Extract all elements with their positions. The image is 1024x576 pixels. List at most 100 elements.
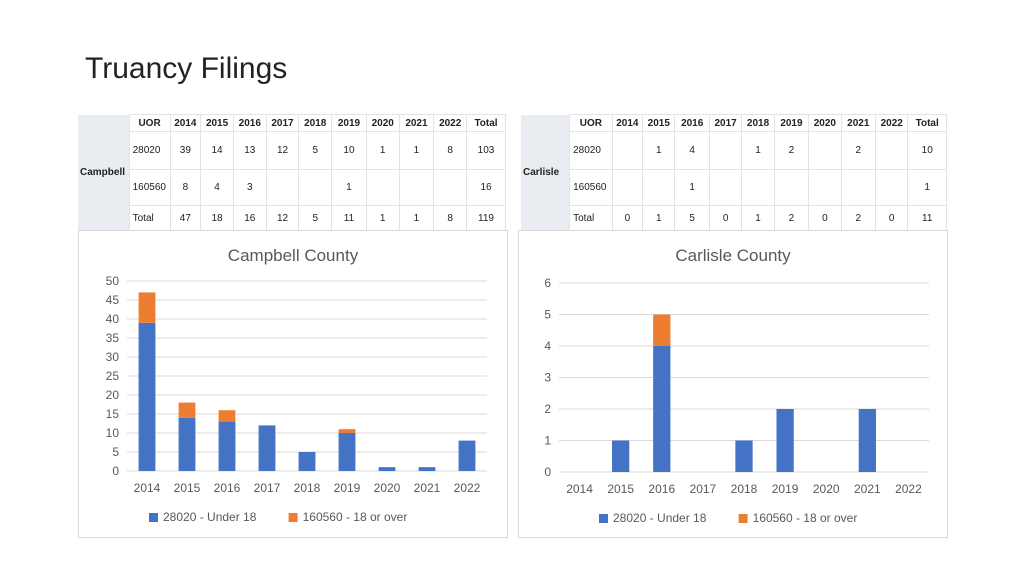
table-cell: 4 [674, 131, 710, 170]
y-tick-label: 45 [106, 293, 120, 307]
table-cell: 10 [907, 131, 947, 170]
x-tick-label: 2021 [854, 482, 881, 496]
y-tick-label: 30 [106, 350, 120, 364]
x-tick-label: 2017 [254, 481, 281, 495]
table-cell: 16 [232, 205, 267, 231]
y-tick-label: 40 [106, 312, 120, 326]
table-cell: 5 [298, 131, 333, 170]
x-tick-label: 2018 [294, 481, 321, 495]
table-cell: 1 [398, 205, 435, 231]
legend-swatch [149, 513, 158, 522]
header-cell: 2021 [398, 114, 435, 132]
table-cell [808, 131, 842, 170]
table-header-row: Campbell UOR 2014 2015 2016 2017 2018 20… [78, 114, 506, 231]
x-tick-label: 2014 [134, 481, 161, 495]
table-cell: Total [569, 205, 613, 231]
table-cell [611, 169, 644, 206]
campbell-chart-panel: Campbell County 0 5 10 15 20 25 30 35 40 45 50 2014 2… [78, 230, 508, 538]
table-row: 160560 8 4 3 1 16 [78, 169, 506, 206]
x-tick-label: 2020 [374, 481, 401, 495]
table-cell [265, 169, 300, 206]
table-cell: 0 [708, 205, 743, 231]
table-cell: 1 [365, 205, 400, 231]
bar-segment [858, 409, 876, 472]
header-cell: 2019 [331, 114, 367, 132]
campbell-county-chart: Campbell County 0 5 10 15 20 25 30 35 40 45 50 2014 2… [106, 246, 487, 524]
bar-segment [338, 433, 356, 471]
table-cell [840, 169, 877, 206]
x-tick-label: 2014 [566, 482, 593, 496]
table-cell [708, 131, 743, 170]
bar-segment [218, 421, 236, 471]
table-cell [433, 169, 468, 206]
legend-label: 28020 - Under 18 [613, 511, 707, 525]
header-cell: UOR [128, 114, 171, 132]
legend-label: 160560 - 18 or over [303, 510, 408, 524]
header-cell: UOR [569, 114, 613, 132]
table-cell: 1 [907, 169, 947, 206]
header-cell: Total [466, 114, 506, 132]
table-cell: 18 [200, 205, 234, 231]
table-row: 28020 1 4 1 2 2 10 [521, 131, 947, 170]
x-tick-label: 2022 [454, 481, 481, 495]
y-tick-label: 10 [106, 426, 120, 440]
header-cell: 2020 [808, 114, 842, 132]
y-tick-label: 6 [544, 276, 551, 290]
table-row: Total 47 18 16 12 5 11 1 1 8 119 [78, 205, 506, 231]
table-cell [708, 169, 743, 206]
table-cell: 0 [611, 205, 644, 231]
x-tick-label: 2022 [895, 482, 922, 496]
table-cell: Total [128, 205, 171, 231]
table-cell [741, 169, 775, 206]
campbell-data-table: Campbell UOR 2014 2015 2016 2017 2018 20… [78, 114, 506, 231]
legend-label: 160560 - 18 or over [753, 511, 858, 525]
table-row: 28020 39 14 13 12 5 10 1 1 8 103 [78, 131, 506, 170]
chart-title: Campbell County [228, 246, 359, 265]
bar-segment [138, 322, 156, 471]
table-cell: 160560 [128, 169, 171, 206]
x-tick-label: 2021 [414, 481, 441, 495]
table-row: 160560 1 1 [521, 169, 947, 206]
table-cell [874, 131, 909, 170]
legend-label: 28020 - Under 18 [163, 510, 257, 524]
table-cell: 2 [773, 205, 810, 231]
bar-segment [338, 429, 356, 433]
table-cell: 16 [466, 169, 506, 206]
table-cell: 0 [874, 205, 909, 231]
header-cell: 2019 [773, 114, 810, 132]
y-tick-label: 1 [544, 434, 551, 448]
bar-segment [378, 467, 396, 471]
header-cell: 2020 [365, 114, 400, 132]
x-tick-label: 2016 [648, 482, 675, 496]
bar-segment [178, 402, 196, 418]
x-tick-label: 2015 [174, 481, 201, 495]
table-cell: 12 [265, 205, 300, 231]
x-tick-label: 2017 [690, 482, 717, 496]
bar-segment [458, 440, 476, 471]
table-cell: 1 [741, 131, 775, 170]
table-cell [642, 169, 676, 206]
legend-swatch [288, 513, 298, 522]
bar-segment [258, 425, 276, 471]
bar-segment [653, 346, 671, 472]
y-tick-label: 0 [112, 464, 119, 478]
header-cell: 2018 [741, 114, 775, 132]
table-cell [808, 169, 842, 206]
header-cell: 2018 [298, 114, 333, 132]
table-cell: 12 [265, 131, 300, 170]
table-cell: 8 [433, 131, 468, 170]
y-tick-label: 0 [544, 465, 551, 479]
bar-segment [138, 292, 156, 323]
header-cell: 2014 [611, 114, 644, 132]
bar-segment [298, 452, 316, 471]
header-cell: Total [907, 114, 947, 132]
table-cell: 10 [331, 131, 367, 170]
y-tick-label: 35 [106, 331, 120, 345]
table-cell: 28020 [569, 131, 613, 170]
table-cell: 1 [642, 131, 676, 170]
bar-segment [418, 467, 436, 471]
legend-swatch [599, 514, 608, 523]
chart-title: Carlisle County [675, 246, 791, 265]
table-cell: 1 [331, 169, 367, 206]
x-tick-label: 2020 [813, 482, 840, 496]
